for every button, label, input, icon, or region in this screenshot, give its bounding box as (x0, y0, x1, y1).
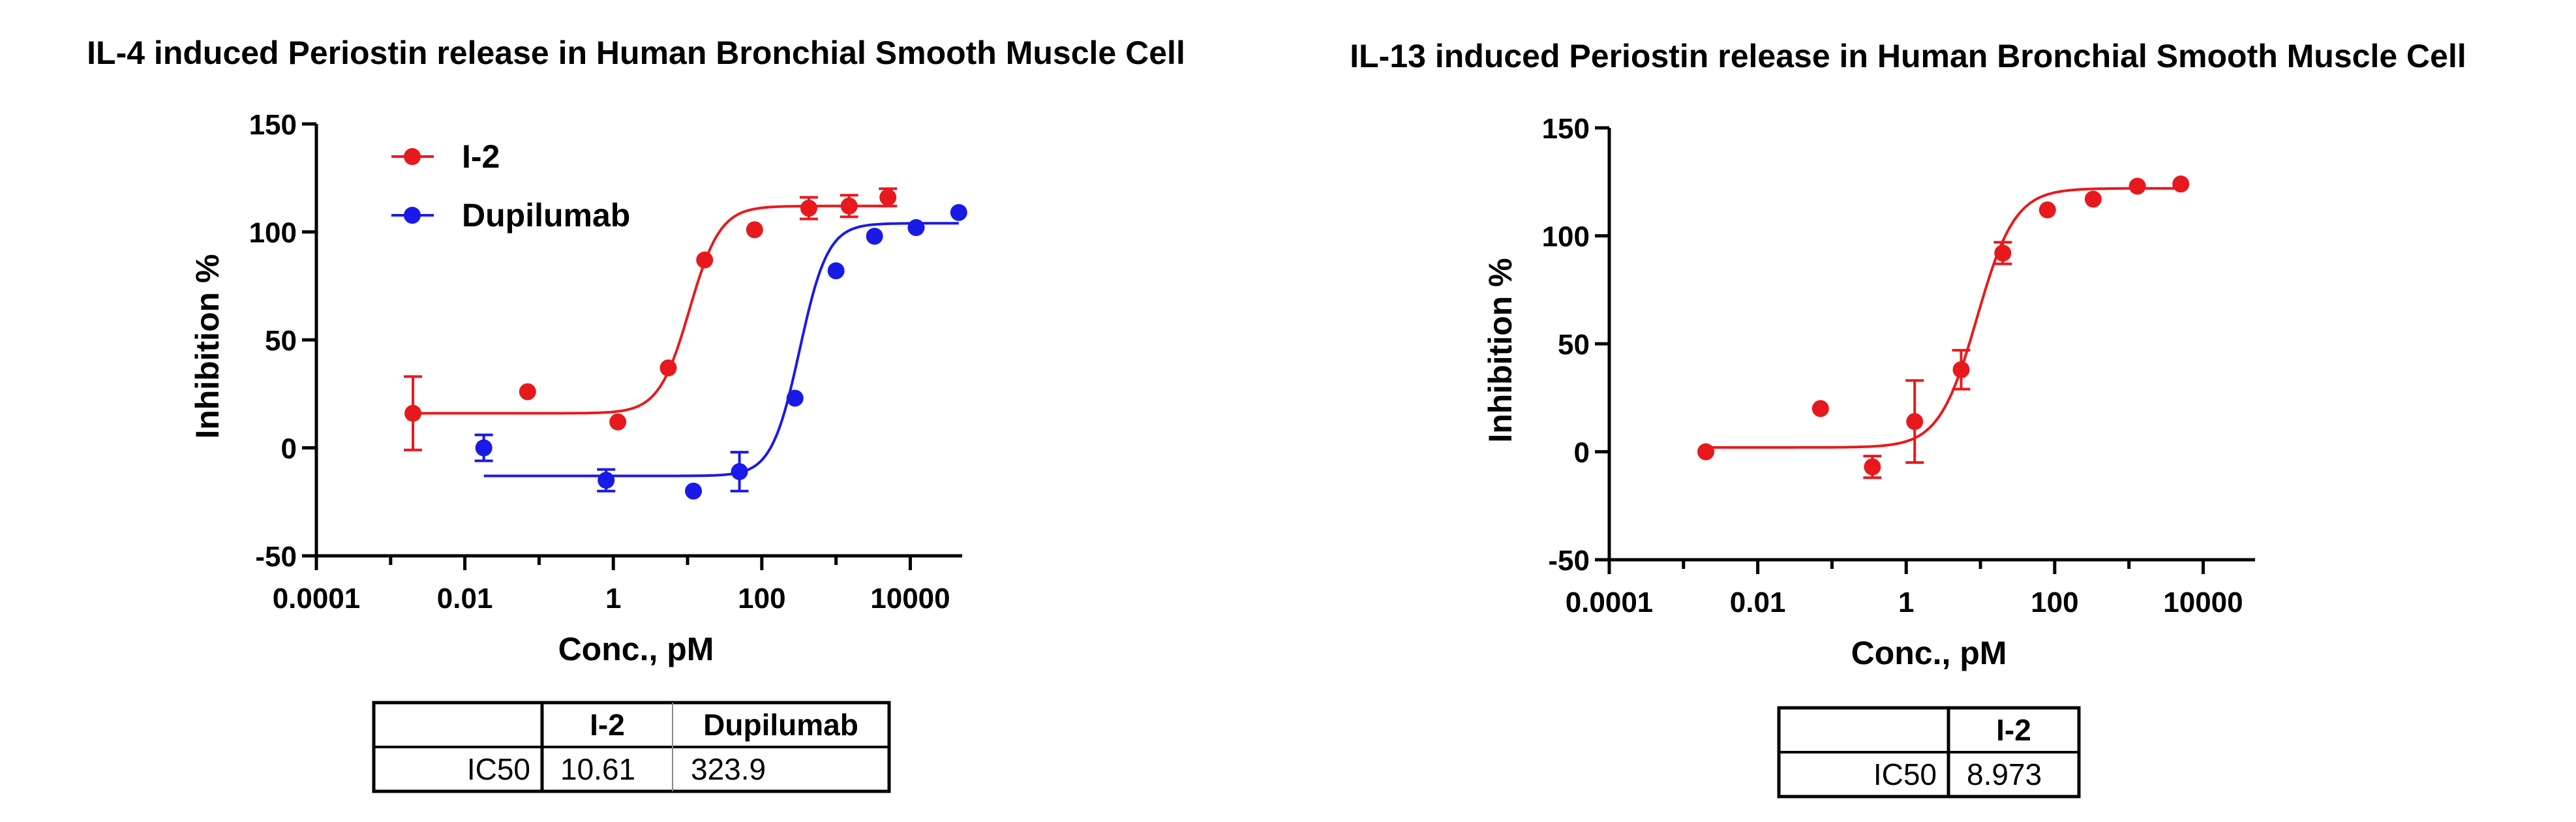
y-tick-label: 0 (281, 433, 297, 465)
chart-title: IL-13 induced Periostin release in Human… (1350, 38, 2466, 74)
y-tick-label: 100 (249, 217, 297, 249)
y-tick-label: 150 (249, 109, 297, 141)
table-row-label: IC50 (1873, 757, 1937, 791)
y-tick-label: -50 (1548, 545, 1590, 577)
data-point (827, 262, 845, 280)
x-tick-label: 100 (2031, 586, 2078, 618)
x-tick-label: 10000 (2163, 586, 2243, 618)
table-row-label: IC50 (467, 752, 530, 786)
ic50-table: I-2 Dupilumab IC50 10.61 323.9 (372, 701, 891, 793)
x-axis-label: Conc., pM (1851, 635, 2007, 671)
data-point (879, 189, 897, 206)
series-i-2 (1697, 175, 2190, 480)
y-tick-label: 0 (1574, 437, 1590, 469)
y-axis-label: Inhibition % (1482, 258, 1519, 442)
y-axis-label: Inhibition % (189, 254, 226, 438)
table-header-cell: I-2 (590, 708, 625, 742)
y-tick-label: 150 (1542, 113, 1590, 145)
data-point (685, 482, 703, 500)
ic50-table: I-2 IC50 8.973 (1777, 706, 2081, 799)
data-point (840, 197, 858, 215)
data-point (1906, 413, 1924, 431)
data-point (1811, 400, 1829, 418)
data-point (2129, 177, 2146, 195)
data-point (2172, 175, 2190, 193)
data-point (800, 200, 817, 217)
y-tick-label: 50 (1558, 329, 1590, 361)
data-point (866, 228, 883, 245)
chart-title: IL-4 induced Periostin release in Human … (87, 35, 1185, 71)
x-tick-label: 1 (605, 583, 621, 615)
data-point (609, 413, 627, 431)
table-header-cell: I-2 (1996, 713, 2031, 747)
data-point (2084, 190, 2102, 208)
legend-label: Dupilumab (462, 197, 630, 234)
data-point (659, 359, 677, 377)
x-tick-label: 10000 (870, 583, 950, 615)
data-point (907, 219, 925, 236)
data-point (475, 439, 492, 457)
x-tick-label: 1 (1898, 586, 1914, 618)
data-point (1994, 244, 2012, 262)
table-cell: 323.9 (691, 752, 766, 786)
data-point (786, 389, 804, 407)
x-tick-label: 0.0001 (1566, 586, 1654, 618)
data-point (696, 251, 714, 269)
data-point (598, 472, 615, 489)
chart-1: IL-4 induced Periostin release in Human … (87, 35, 1185, 793)
data-point (1952, 361, 1970, 378)
fit-curve (413, 204, 888, 415)
data-point (2038, 201, 2056, 219)
table-cell: 10.61 (560, 752, 635, 786)
chart-2: IL-13 induced Periostin release in Human… (1350, 38, 2466, 799)
data-point (950, 204, 967, 221)
y-tick-label: 100 (1542, 221, 1590, 253)
fit-curve (1706, 187, 2181, 449)
data-point (1697, 443, 1715, 461)
series-i-2 (404, 187, 898, 451)
x-tick-label: 0.0001 (273, 583, 361, 615)
legend-marker (404, 207, 421, 224)
series-dupilumab (474, 204, 967, 500)
y-tick-label: 50 (265, 325, 297, 357)
x-axis-label: Conc., pM (558, 631, 714, 667)
x-tick-label: 100 (738, 583, 785, 615)
x-tick-label: 0.01 (437, 583, 493, 615)
table-cell: 8.973 (1967, 757, 2042, 791)
table-header-cell: Dupilumab (703, 708, 858, 742)
y-tick-label: -50 (255, 541, 297, 573)
legend-marker (404, 148, 421, 165)
data-point (404, 404, 422, 422)
fit-curve (483, 222, 959, 478)
legend-label: I-2 (462, 138, 500, 175)
data-point (746, 221, 763, 239)
data-point (731, 463, 748, 480)
data-point (1864, 458, 1881, 476)
data-point (519, 383, 536, 401)
x-tick-label: 0.01 (1730, 586, 1786, 618)
